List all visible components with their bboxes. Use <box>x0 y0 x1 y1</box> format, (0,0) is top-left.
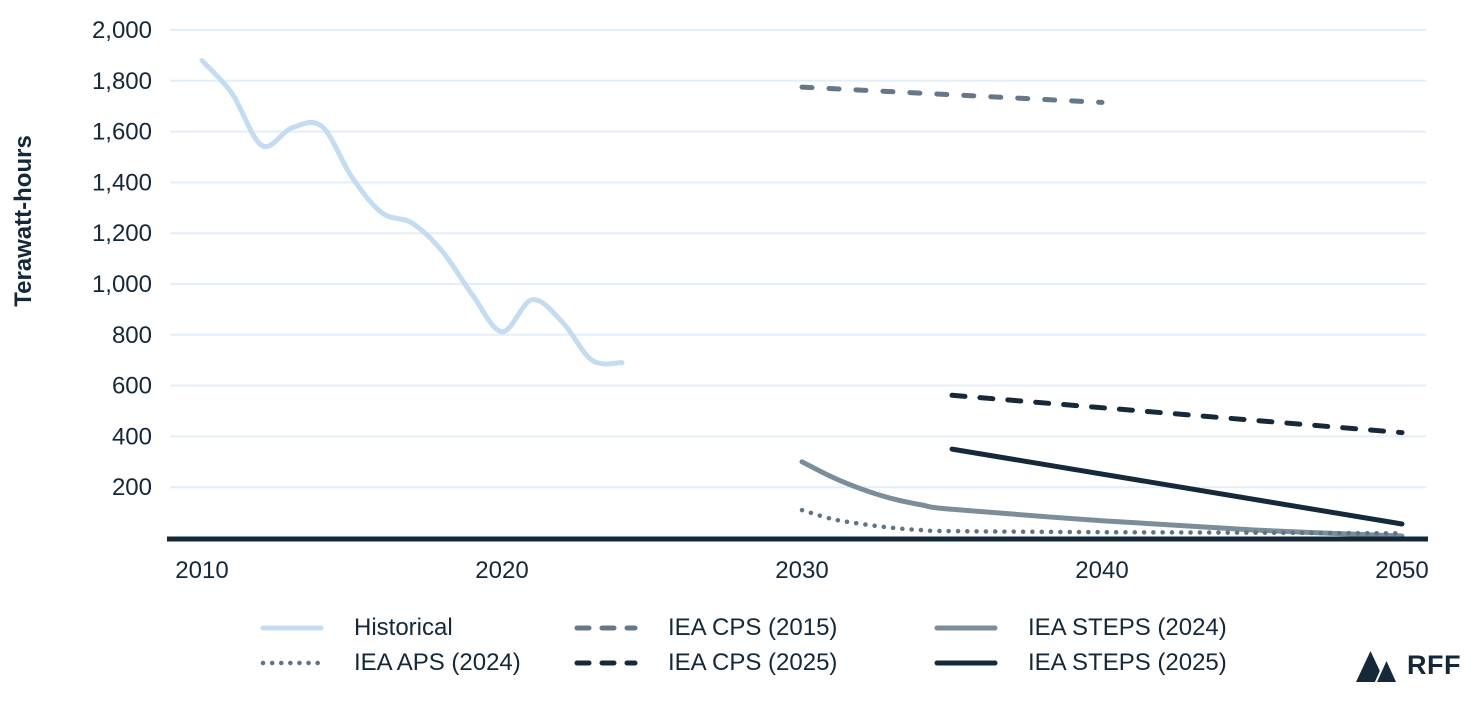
legend-label: IEA STEPS (2024) <box>1028 613 1227 641</box>
y-tick-label: 2,000 <box>92 17 152 44</box>
y-tick-label: 1,000 <box>92 271 152 298</box>
y-tick-label: 1,200 <box>92 220 152 247</box>
series-line-iea-cps-2025 <box>949 392 1405 436</box>
rff-logo-text: RFF <box>1407 649 1461 680</box>
y-tick-label: 800 <box>112 322 152 349</box>
y-tick-label: 600 <box>112 373 152 400</box>
x-tick-label: 2050 <box>1375 557 1428 584</box>
legend-item: IEA CPS (2025) <box>574 646 934 679</box>
legend-label: IEA STEPS (2025) <box>1028 648 1227 676</box>
x-tick-label: 2040 <box>1075 557 1128 584</box>
rff-logo: RFF <box>1356 648 1461 682</box>
series-line-iea-aps-2024 <box>799 507 1405 536</box>
y-tick-label: 200 <box>112 474 152 501</box>
y-tick-label: 400 <box>112 423 152 450</box>
legend-label: IEA APS (2024) <box>354 648 521 676</box>
legend-swatch-solid-icon <box>260 625 324 630</box>
series-line-iea-steps-2024 <box>799 459 1405 539</box>
legend-swatch-dotted-icon <box>260 660 324 665</box>
chart-legend: Historical IEA CPS (2015) IEA STEPS (2024)… <box>260 611 1334 679</box>
rff-mountains-icon <box>1356 651 1398 682</box>
series-line-iea-steps-2025 <box>949 446 1405 527</box>
legend-swatch-solid-icon <box>934 625 998 630</box>
legend-item: Historical <box>260 611 574 644</box>
legend-swatch-dashed-icon <box>574 660 638 665</box>
y-tick-label: 1,600 <box>92 119 152 146</box>
y-tick-label: 1,800 <box>92 68 152 95</box>
x-tick-label: 2030 <box>775 557 828 584</box>
series-line-historical <box>199 58 625 367</box>
x-tick-label: 2010 <box>175 557 228 584</box>
x-tick-label: 2020 <box>475 557 528 584</box>
legend-label: Historical <box>354 613 453 641</box>
legend-item: IEA STEPS (2024) <box>934 611 1334 644</box>
legend-item: IEA CPS (2015) <box>574 611 934 644</box>
legend-label: IEA CPS (2025) <box>668 648 838 676</box>
legend-item: IEA STEPS (2025) <box>934 646 1334 679</box>
y-axis-title: Terawatt-hours <box>10 135 37 307</box>
series-line-iea-cps-2015 <box>799 84 1105 105</box>
line-chart: 200 400 600 800 1,000 1,200 1,400 1,600 1,800 2,0… <box>10 17 1429 584</box>
legend-swatch-dashed-icon <box>574 625 638 630</box>
legend-item: IEA APS (2024) <box>260 646 574 679</box>
y-tick-label: 1,400 <box>92 169 152 196</box>
legend-swatch-solid-icon <box>934 660 998 665</box>
legend-label: IEA CPS (2015) <box>668 613 838 641</box>
